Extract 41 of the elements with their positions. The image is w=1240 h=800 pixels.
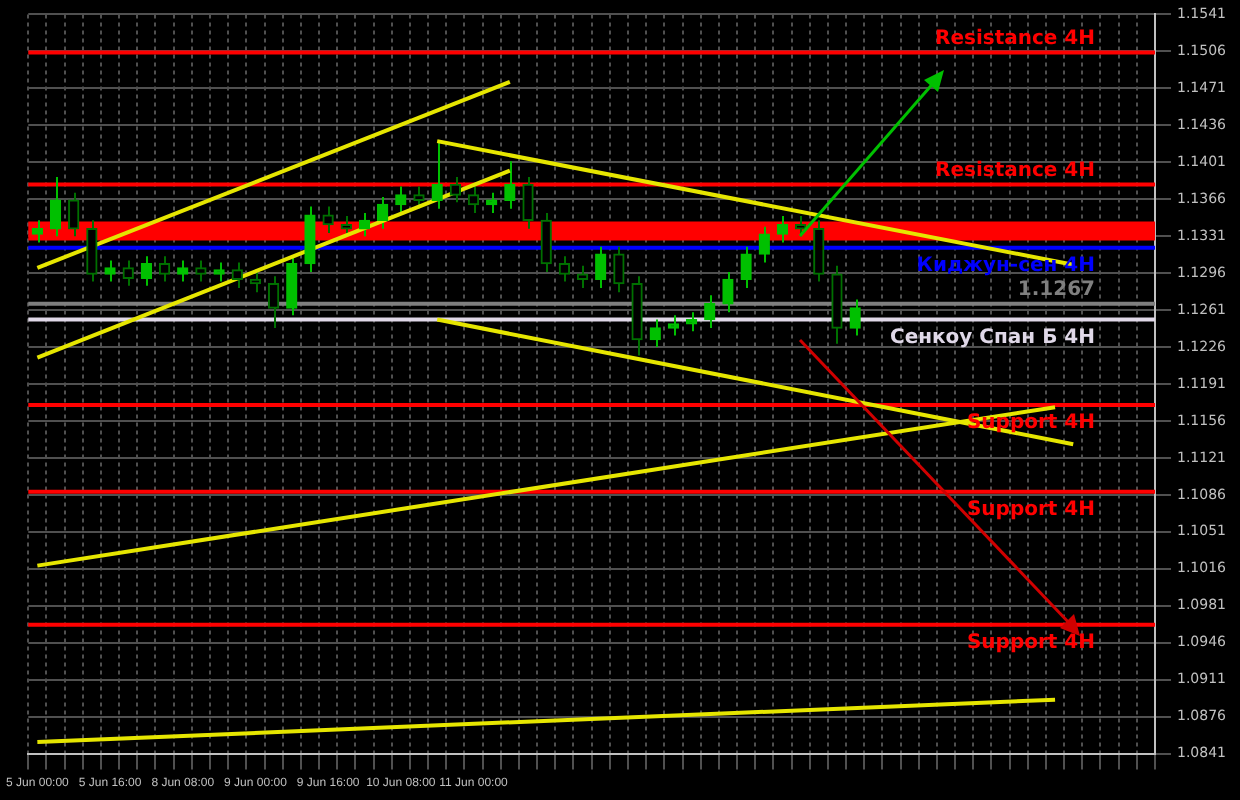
candlestick — [431, 140, 443, 210]
ref-line-label: Support 4H — [966, 631, 1096, 654]
candlestick — [86, 219, 98, 283]
ref-line-label: 1.1267 — [1017, 278, 1096, 301]
candlestick — [195, 259, 207, 283]
ref-line-label: Support 4H — [966, 498, 1096, 521]
candlestick — [322, 205, 334, 234]
candlestick — [231, 261, 243, 289]
candlestick — [758, 225, 770, 264]
candlestick — [558, 255, 571, 283]
candlestick — [704, 294, 716, 330]
candlestick — [649, 318, 661, 349]
candlestick — [467, 185, 480, 214]
candlestick — [595, 245, 607, 289]
candlestick — [813, 219, 825, 283]
candlestick — [104, 259, 116, 283]
candlestick — [395, 185, 407, 214]
candlestick — [177, 259, 189, 283]
candlestick — [540, 211, 552, 274]
candlestick — [122, 259, 134, 287]
candlestick — [776, 215, 789, 244]
ref-line-label: Сенкоу Спан Б 4H — [889, 326, 1096, 349]
candlestick — [849, 298, 861, 337]
candlestick — [267, 275, 280, 330]
candlestick — [667, 314, 680, 337]
ref-line-label: Resistance 4H — [935, 27, 1096, 50]
candlestick — [213, 261, 225, 283]
ref-line-label: Resistance 4H — [935, 159, 1096, 182]
candlestick — [158, 255, 171, 283]
candlestick — [31, 219, 44, 244]
candlestick — [304, 205, 316, 274]
candlestick — [68, 191, 80, 238]
candlestick — [49, 176, 62, 238]
candlestick — [522, 176, 534, 230]
candlestick — [449, 176, 461, 204]
candlestick — [722, 271, 734, 314]
ref-line-label: Киджун-сен 4H — [916, 254, 1096, 277]
candlestick — [740, 245, 752, 289]
candlestick — [286, 255, 298, 317]
candlestick — [613, 245, 625, 294]
candlestick — [504, 160, 516, 210]
